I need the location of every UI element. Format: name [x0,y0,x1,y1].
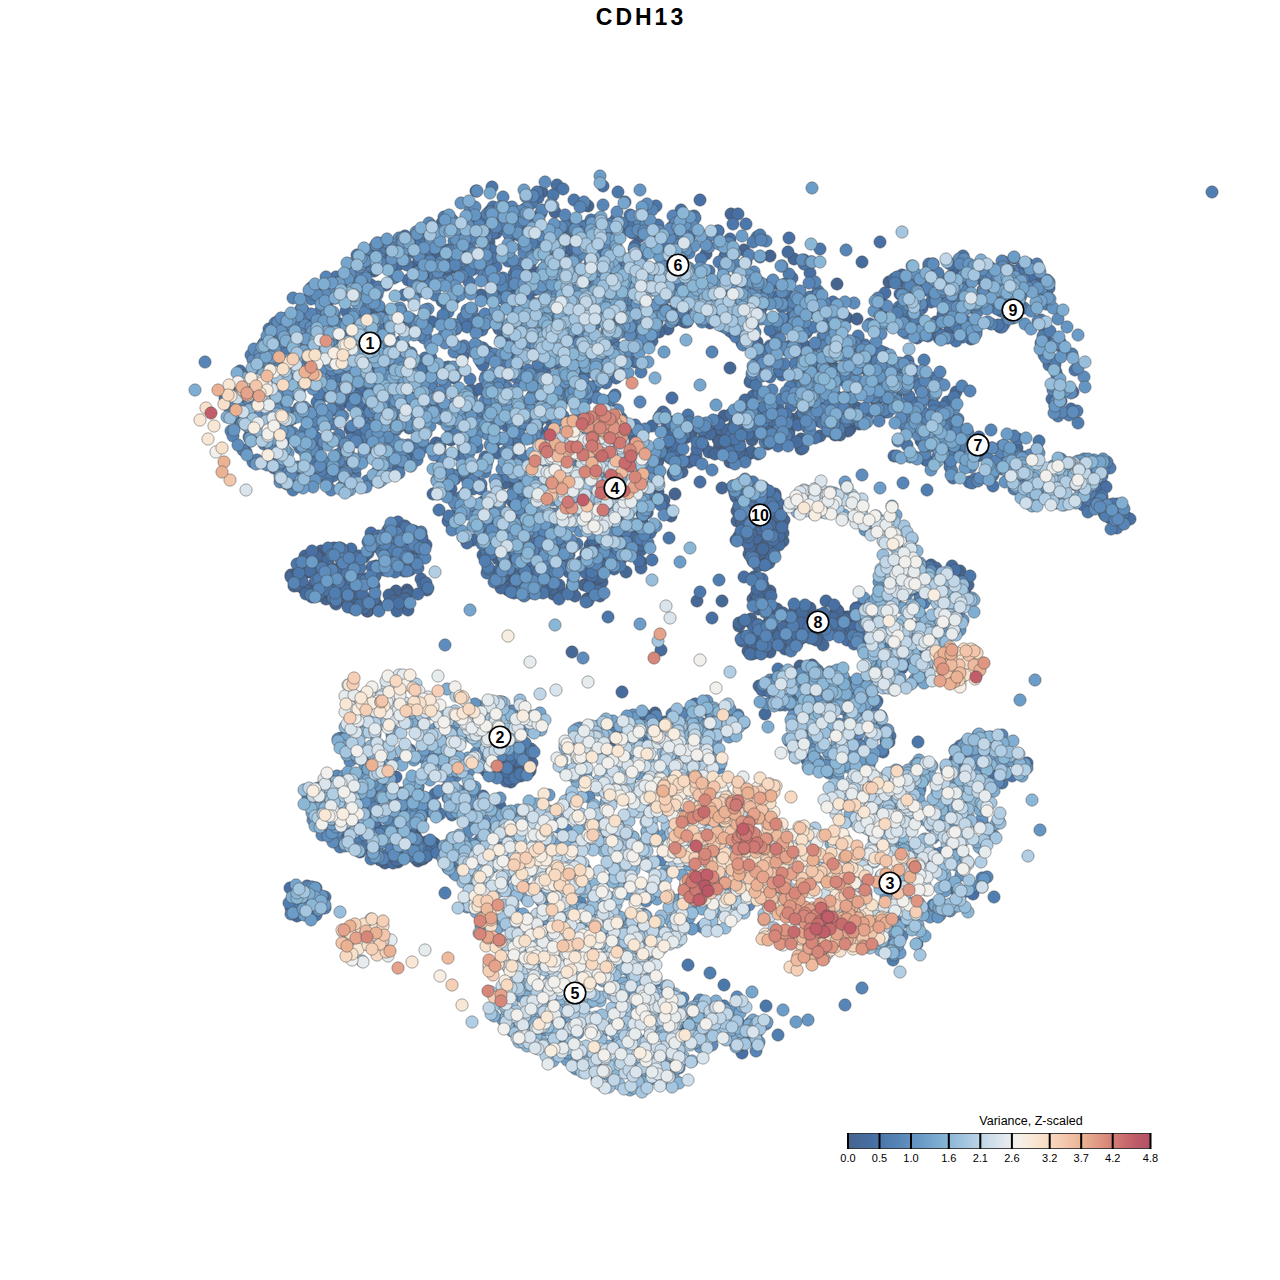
svg-text:1.6: 1.6 [941,1152,956,1164]
svg-text:4.8: 4.8 [1143,1152,1158,1164]
svg-text:Variance, Z-scaled: Variance, Z-scaled [979,1114,1082,1128]
svg-text:1.0: 1.0 [903,1152,918,1164]
svg-text:10: 10 [751,507,769,524]
svg-text:3: 3 [886,875,895,892]
svg-text:CDH13: CDH13 [596,4,686,30]
svg-text:7: 7 [974,437,983,454]
svg-text:4: 4 [611,480,620,497]
svg-text:3.7: 3.7 [1074,1152,1089,1164]
svg-text:0.5: 0.5 [872,1152,887,1164]
svg-text:8: 8 [814,614,823,631]
svg-text:4.2: 4.2 [1105,1152,1120,1164]
svg-text:2.1: 2.1 [973,1152,988,1164]
svg-text:6: 6 [674,257,683,274]
svg-text:5: 5 [571,985,580,1002]
svg-text:2: 2 [496,729,505,746]
svg-text:3.2: 3.2 [1042,1152,1057,1164]
svg-text:1: 1 [366,335,375,352]
svg-text:9: 9 [1009,302,1018,319]
svg-text:2.6: 2.6 [1004,1152,1019,1164]
svg-text:0.0: 0.0 [840,1152,855,1164]
